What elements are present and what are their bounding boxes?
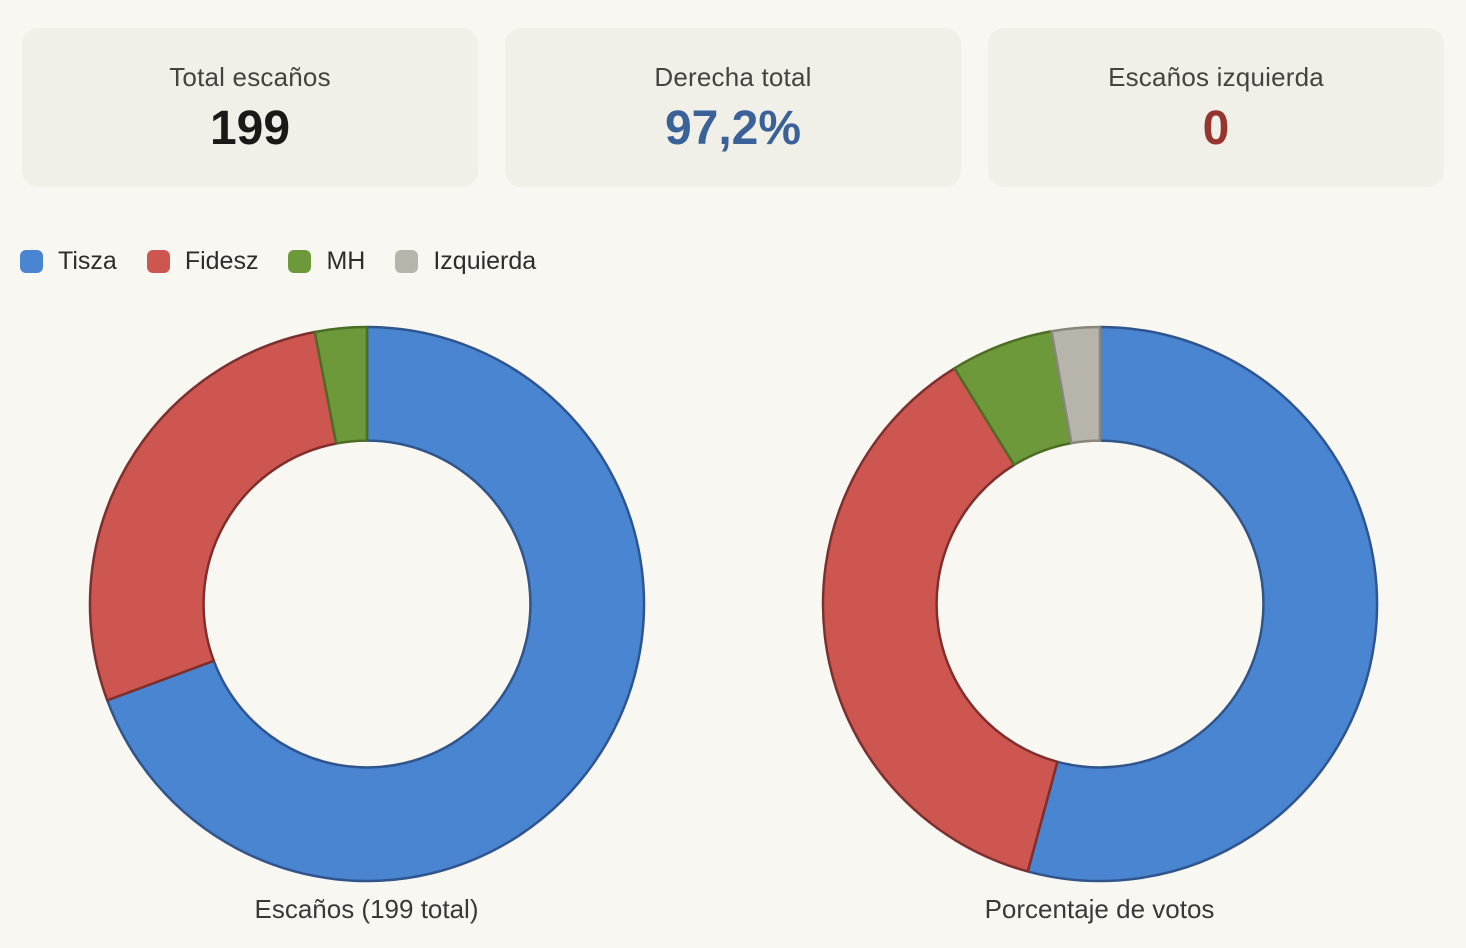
stat-cards-row: Total escaños 199 Derecha total 97,2% Es… (0, 0, 1466, 187)
seats-donut-chart (88, 325, 645, 883)
legend-swatch-izquierda (395, 250, 419, 273)
stat-card-value: 97,2% (664, 102, 802, 155)
legend-swatch-fidesz (146, 250, 170, 273)
seats-chart-caption: Escaños (199 total) (254, 894, 479, 924)
votes-chart-caption: Porcentaje de votos (984, 894, 1215, 924)
stat-card-value: 0 (1202, 102, 1230, 155)
stat-card-label: Total escaños (169, 62, 331, 92)
donut-slice-izquierda[interactable] (1049, 325, 1101, 445)
legend-swatch-mh (288, 250, 312, 273)
stat-card-right-total: Derecha total 97,2% (505, 28, 961, 187)
legend-item-mh[interactable]: MH (288, 247, 365, 276)
legend-label: Izquierda (433, 247, 537, 275)
donut-slice-fidesz[interactable] (821, 367, 1059, 873)
stat-card-value: 199 (209, 102, 291, 155)
donut-slice-fidesz[interactable] (88, 330, 337, 702)
donut-slice-tisza[interactable] (1026, 325, 1378, 883)
stat-card-total-seats: Total escaños 199 (22, 28, 478, 187)
legend-item-izquierda[interactable]: Izquierda (395, 247, 536, 276)
seats-chart-block: Escaños (199 total) (0, 324, 733, 925)
chart-legend: Tisza Fidesz MH Izquierda (20, 247, 1466, 276)
stat-card-label: Escaños izquierda (1108, 62, 1324, 92)
stat-card-left-seats: Escaños izquierda 0 (988, 28, 1444, 187)
legend-item-tisza[interactable]: Tisza (20, 247, 117, 276)
votes-donut-chart (821, 325, 1378, 883)
legend-label: Fidesz (184, 247, 259, 275)
legend-label: MH (326, 247, 366, 275)
legend-label: Tisza (58, 247, 117, 275)
legend-swatch-tisza (20, 250, 43, 273)
charts-row: Escaños (199 total) Porcentaje de votos (0, 324, 1466, 925)
donut-slice-tisza[interactable] (105, 325, 645, 883)
legend-item-fidesz[interactable]: Fidesz (146, 247, 259, 276)
donut-slice-mh[interactable] (313, 325, 368, 445)
stat-card-label: Derecha total (654, 62, 812, 92)
votes-chart-block: Porcentaje de votos (733, 324, 1466, 925)
